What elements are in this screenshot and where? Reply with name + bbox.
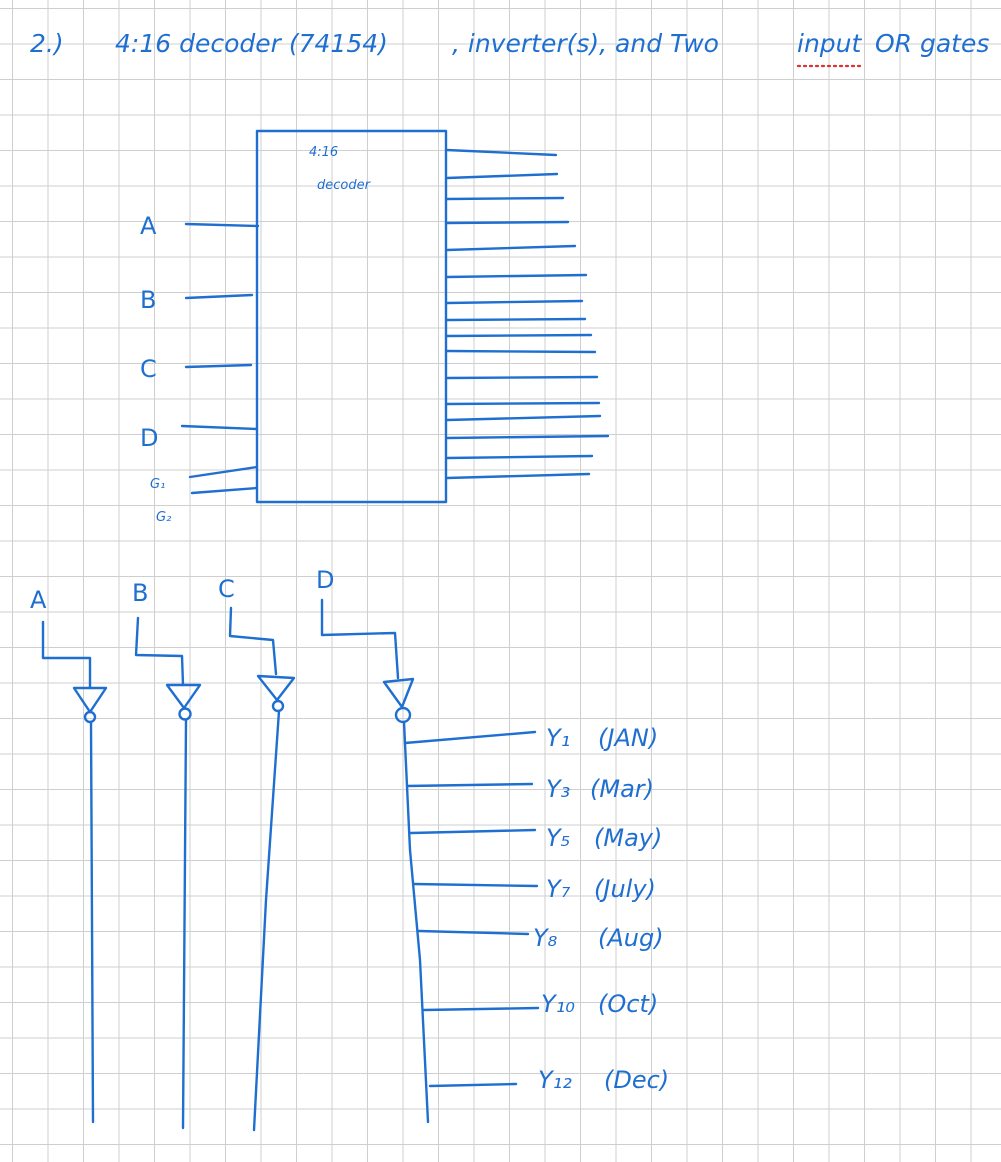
inverter-b-input-wire xyxy=(134,616,185,687)
decoder-output-wire xyxy=(445,434,610,440)
decoder-output-wire xyxy=(445,244,577,252)
output-tap-wires xyxy=(403,730,540,1088)
output-tap-wire xyxy=(422,1006,540,1012)
decoder-output-wire xyxy=(445,375,599,380)
inverter-b xyxy=(134,616,202,1130)
inverter-label-a: A xyxy=(30,586,47,614)
output-y7-name: Y₇ xyxy=(546,875,571,903)
output-labels: Y₁ (JAN) Y₃ (Mar) Y₅ (May) Y₇ (July) Y₈ … xyxy=(533,724,669,1094)
output-tap-wire xyxy=(428,1082,518,1088)
output-y8-month: (Aug) xyxy=(598,924,664,952)
output-y7-month: (July) xyxy=(594,875,656,903)
decoder-output-wire xyxy=(445,333,593,338)
decoder-box xyxy=(255,129,448,504)
decoder-output-wire xyxy=(445,317,587,322)
inverter-b-bubble xyxy=(178,707,192,721)
decoder-output-wire xyxy=(445,148,558,157)
decoder-input-g2-label: G₂ xyxy=(156,510,171,525)
inverter-label-b: B xyxy=(132,579,148,607)
inverter-c-input-wire xyxy=(228,606,278,676)
inverter-c xyxy=(228,606,296,1132)
title-inverters: , inverter(s), and Two xyxy=(452,29,719,58)
title-input: input xyxy=(797,29,863,58)
decoder-output-wire xyxy=(445,220,570,225)
decoder-output-wire xyxy=(445,196,565,201)
decoder-input-g1-label: G₁ xyxy=(150,477,165,492)
inverter-a-output-line xyxy=(89,720,95,1124)
title-or-gates: OR gates xyxy=(875,29,989,58)
wire-input-c xyxy=(184,363,253,369)
inverter-c-bubble xyxy=(271,699,285,713)
output-y3-month: (Mar) xyxy=(590,775,654,803)
inverter-a-triangle xyxy=(72,686,108,714)
problem-number: 2.) xyxy=(30,29,64,58)
decoder-output-wire xyxy=(445,414,602,422)
decoder-output-wire xyxy=(445,472,591,480)
output-y12-name: Y₁₂ xyxy=(538,1066,572,1094)
inverter-d-triangle xyxy=(382,677,415,709)
decoder-output-wire xyxy=(445,349,597,354)
output-tap-wire xyxy=(405,782,534,788)
decoder-label-top: 4:16 xyxy=(309,145,338,160)
inverter-d xyxy=(320,598,430,1124)
inverter-a xyxy=(41,620,108,1124)
decoder-input-c-label: C xyxy=(140,355,157,383)
output-y3-name: Y₃ xyxy=(546,775,570,803)
inverter-a-input-wire xyxy=(41,620,92,690)
output-tap-wire xyxy=(412,882,539,888)
output-y5-month: (May) xyxy=(594,824,662,852)
decoder-output-wire xyxy=(445,401,601,406)
inverter-d-bubble xyxy=(394,706,412,724)
output-y10-month: (Oct) xyxy=(598,990,658,1018)
inverter-label-d: D xyxy=(316,566,334,594)
problem-header: 2.) 4:16 decoder (74154) , inverter(s), … xyxy=(30,29,989,68)
decoder-input-a-label: A xyxy=(140,212,157,240)
inverter-c-output-line xyxy=(252,709,281,1132)
decoder-input-wires xyxy=(180,222,260,495)
inverter-a-bubble xyxy=(83,710,97,724)
output-y1-name: Y₁ xyxy=(546,724,570,752)
inverter-d-input-wire xyxy=(320,598,400,680)
decoder-input-d-label: D xyxy=(140,424,158,452)
output-y12-month: (Dec) xyxy=(604,1066,669,1094)
output-tap-wire xyxy=(409,828,537,835)
decoder-output-wire xyxy=(445,299,584,305)
output-y5-name: Y₅ xyxy=(546,824,570,852)
inverter-b-triangle xyxy=(165,683,202,710)
decoder-label-bottom: decoder xyxy=(317,178,372,193)
decoder-input-b-label: B xyxy=(140,286,156,314)
decoder-output-wires xyxy=(445,148,610,480)
inverter-c-triangle xyxy=(256,674,296,702)
output-y10-name: Y₁₀ xyxy=(541,990,575,1018)
inverter-input-labels: A B C D xyxy=(30,566,334,614)
decoder-output-wire xyxy=(445,454,594,460)
inverter-d-output-line xyxy=(402,720,430,1124)
decoder-output-wire xyxy=(445,172,559,180)
wire-input-d xyxy=(180,424,259,431)
decoder-output-wire xyxy=(445,273,588,279)
wire-input-a xyxy=(184,222,260,228)
decoder-input-labels: A B C D G₁ G₂ xyxy=(140,212,171,525)
decoder-block: 4:16 decoder xyxy=(255,129,448,504)
inverter-b-output-line xyxy=(181,718,188,1130)
output-y1-month: (JAN) xyxy=(598,724,658,752)
wire-input-b xyxy=(184,293,254,300)
wire-input-g2 xyxy=(190,486,259,495)
inverter-label-c: C xyxy=(218,575,235,603)
output-tap-wire xyxy=(403,730,537,745)
title-decoder: 4:16 decoder (74154) xyxy=(115,29,388,58)
output-tap-wire xyxy=(417,929,530,936)
output-y8-name: Y₈ xyxy=(533,924,558,952)
wire-input-g1 xyxy=(188,465,259,479)
